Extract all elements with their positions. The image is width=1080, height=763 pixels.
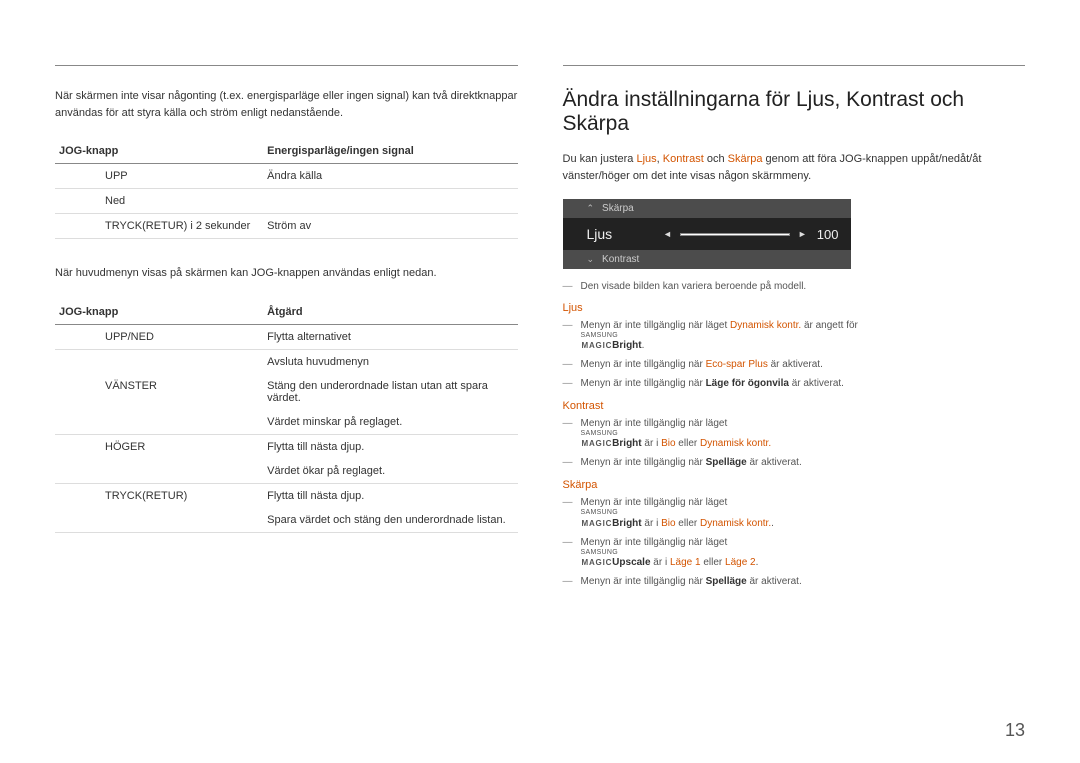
subtitle-kontrast: Kontrast <box>563 400 1026 412</box>
osd-value: 100 <box>817 227 839 242</box>
osd-label: Ljus <box>587 226 613 242</box>
chevron-up-icon: ⌃ <box>587 203 595 214</box>
samsung-icon <box>581 432 1026 436</box>
table-row: TRYCK(RETUR)Flytta till nästa djup. <box>55 483 518 508</box>
bullet: Menyn är inte tillgänglig när läget MAGI… <box>563 495 1026 531</box>
osd-slider: ◄ ► 100 <box>663 227 839 242</box>
bullet: Menyn är inte tillgänglig när läget MAGI… <box>563 535 1026 571</box>
table-row: Spara värdet och stäng den underordnade … <box>55 508 518 533</box>
left-column: När skärmen inte visar någonting (t.ex. … <box>55 65 518 593</box>
subtitle-skarpa: Skärpa <box>563 479 1026 491</box>
samsung-icon <box>581 511 1026 515</box>
subtitle-ljus: Ljus <box>563 302 1026 314</box>
section-desc: Du kan justera Ljus, Kontrast och Skärpa… <box>563 151 1026 184</box>
section-heading: Ändra inställningarna för Ljus, Kontrast… <box>563 88 1026 136</box>
samsung-icon <box>581 551 1026 555</box>
triangle-left-icon: ◄ <box>663 229 672 239</box>
triangle-right-icon: ► <box>798 229 807 239</box>
bullet: Menyn är inte tillgänglig när läget Dyna… <box>563 318 1026 354</box>
bullet: Menyn är inte tillgänglig när Eco-spar P… <box>563 357 1026 373</box>
table-row: UPPÄndra källa <box>55 164 518 189</box>
divider <box>55 65 518 66</box>
page: När skärmen inte visar någonting (t.ex. … <box>0 0 1080 623</box>
bullet: Menyn är inte tillgänglig när Spelläge ä… <box>563 455 1026 471</box>
t2-h1: JOG-knapp <box>55 300 263 325</box>
table-row: TRYCK(RETUR) i 2 sekunderStröm av <box>55 214 518 239</box>
osd-bottom: ⌄Kontrast <box>563 250 851 269</box>
table-row: VÄNSTERStäng den underordnade listan uta… <box>55 374 518 410</box>
page-number: 13 <box>1005 720 1025 741</box>
bullet: Menyn är inte tillgänglig när Läge för ö… <box>563 376 1026 392</box>
table-row: Värdet ökar på reglaget. <box>55 459 518 484</box>
t1-h2: Energisparläge/ingen signal <box>263 139 517 164</box>
jog-table-1: JOG-knapp Energisparläge/ingen signal UP… <box>55 139 518 239</box>
osd-top: ⌃Skärpa <box>563 199 851 218</box>
chevron-down-icon: ⌄ <box>587 254 595 265</box>
intro-text: När skärmen inte visar någonting (t.ex. … <box>55 88 518 121</box>
jog-table-2: JOG-knapp Åtgärd UPP/NEDFlytta alternati… <box>55 300 518 533</box>
table-row: HÖGERFlytta till nästa djup. <box>55 434 518 459</box>
t1-h1: JOG-knapp <box>55 139 263 164</box>
osd-widget: ⌃Skärpa Ljus ◄ ► 100 ⌄Kontrast <box>563 199 851 269</box>
table-row: Ned <box>55 189 518 214</box>
table-row: Avsluta huvudmenyn <box>55 349 518 374</box>
bullet: Menyn är inte tillgänglig när Spelläge ä… <box>563 574 1026 590</box>
table-row: UPP/NEDFlytta alternativet <box>55 324 518 349</box>
note: Den visade bilden kan variera beroende p… <box>563 281 1026 292</box>
osd-main: Ljus ◄ ► 100 <box>563 218 851 250</box>
divider <box>563 65 1026 66</box>
bullet: Menyn är inte tillgänglig när läget MAGI… <box>563 416 1026 452</box>
slider-track <box>680 233 790 236</box>
t2-h2: Åtgärd <box>263 300 517 325</box>
intro-text-2: När huvudmenyn visas på skärmen kan JOG-… <box>55 265 518 282</box>
samsung-icon <box>581 334 1026 338</box>
table-row: Värdet minskar på reglaget. <box>55 410 518 435</box>
right-column: Ändra inställningarna för Ljus, Kontrast… <box>563 65 1026 593</box>
